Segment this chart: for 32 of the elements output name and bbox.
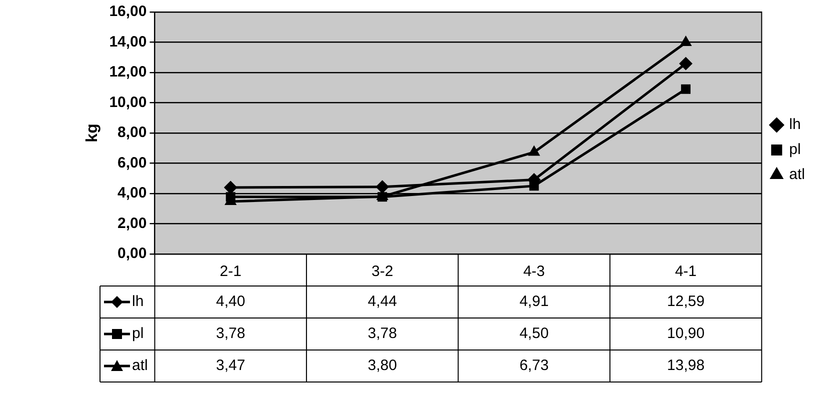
y-tick-label: 14,00 — [109, 33, 147, 50]
data-label: 4,44 — [368, 293, 397, 310]
y-tick-label: 8,00 — [118, 124, 147, 142]
data-label: 4,91 — [519, 293, 549, 310]
data-label: 10,90 — [667, 325, 705, 342]
data-label: 3,80 — [368, 357, 397, 374]
y-tick-label: 2,00 — [118, 214, 147, 232]
data-label: 12,59 — [667, 293, 705, 310]
data-label: 3,78 — [216, 325, 246, 342]
data-label: 3,78 — [368, 325, 397, 342]
data-label: 6,73 — [519, 357, 549, 374]
data-label: 3,47 — [216, 357, 246, 374]
y-tick-label: 16,00 — [109, 3, 147, 20]
data-label: 4,50 — [519, 325, 549, 342]
y-tick-label: 0,00 — [118, 245, 147, 262]
x-tick-label: 2-1 — [220, 263, 242, 280]
y-tick-label: 12,00 — [109, 64, 147, 81]
text: lh — [132, 293, 144, 310]
text: pl — [132, 325, 144, 342]
y-tick-label: 10,00 — [109, 94, 147, 111]
y-tick-label: 4,00 — [118, 184, 147, 202]
x-tick-label: 3-2 — [371, 263, 394, 280]
y-axis-title: kg — [84, 124, 102, 142]
y-tick-label: 6,00 — [118, 154, 147, 172]
x-tick-label: 4-1 — [674, 263, 697, 280]
data-label: 13,98 — [667, 357, 705, 374]
legend-label: pl — [789, 141, 801, 158]
text: atl — [132, 357, 148, 374]
x-tick-label: 4-3 — [523, 263, 545, 280]
legend-label: lh — [789, 116, 801, 134]
legend-label: atl — [789, 166, 805, 184]
data-label: 4,40 — [216, 293, 246, 310]
